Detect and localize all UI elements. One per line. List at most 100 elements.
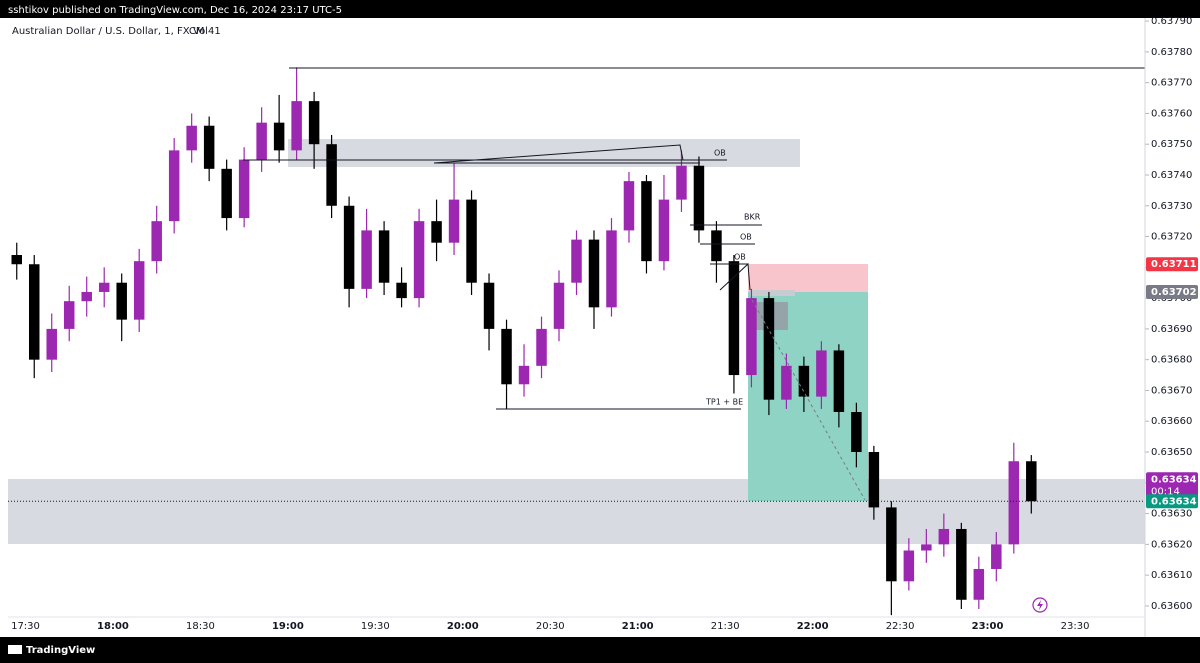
candle-body bbox=[851, 411, 862, 453]
y-tick-label: 0.63650 bbox=[1151, 447, 1192, 458]
candle-body bbox=[238, 159, 250, 219]
x-tick-label: 20:30 bbox=[536, 621, 565, 632]
x-tick-label: 22:00 bbox=[797, 621, 829, 632]
annotation: TP1 + BE bbox=[705, 398, 743, 407]
candle-body bbox=[98, 282, 110, 292]
annotation: OB bbox=[740, 233, 752, 242]
y-tick-label: 0.63690 bbox=[1151, 324, 1192, 335]
stop-zone bbox=[748, 264, 868, 292]
x-tick-label: 19:00 bbox=[272, 621, 304, 632]
candle-body bbox=[956, 528, 967, 600]
candle-body bbox=[641, 181, 652, 262]
x-tick-label: 22:30 bbox=[886, 621, 915, 632]
annotation: OB bbox=[714, 149, 726, 158]
y-tick-label: 0.63730 bbox=[1151, 201, 1192, 212]
candle-body bbox=[116, 282, 127, 320]
candle-body bbox=[658, 199, 670, 262]
x-tick-label: 18:00 bbox=[97, 621, 129, 632]
candle-body bbox=[28, 264, 40, 360]
price-label: 0.63634 bbox=[1151, 474, 1197, 485]
candle-body bbox=[746, 298, 757, 376]
x-tick-label: 19:30 bbox=[361, 621, 390, 632]
x-tick-label: 17:30 bbox=[11, 621, 40, 632]
candle-body bbox=[63, 301, 75, 329]
entry-zone bbox=[750, 290, 795, 296]
candle-body bbox=[606, 230, 617, 308]
candle-body bbox=[816, 350, 827, 397]
candle-body bbox=[886, 507, 897, 582]
demand-zone bbox=[8, 479, 1145, 544]
x-tick-label: 23:30 bbox=[1061, 621, 1090, 632]
annotation: BKR bbox=[744, 213, 761, 222]
alert-bolt bbox=[1037, 600, 1043, 610]
candle-body bbox=[273, 122, 285, 151]
y-tick-label: 0.63620 bbox=[1151, 539, 1192, 550]
price-label-box bbox=[1146, 257, 1198, 272]
price-label: 0.63634 bbox=[1151, 496, 1197, 507]
wedge bbox=[433, 144, 684, 164]
footer-bar bbox=[0, 637, 1200, 663]
candle-body bbox=[483, 282, 495, 329]
candle-body bbox=[938, 528, 950, 545]
candle-body bbox=[1026, 461, 1037, 502]
candle-body bbox=[378, 230, 390, 283]
candle-body bbox=[623, 181, 635, 231]
candle-body bbox=[571, 239, 582, 283]
price-label-box bbox=[1146, 284, 1198, 299]
y-tick-label: 0.63660 bbox=[1151, 416, 1192, 427]
candle-body bbox=[291, 101, 302, 151]
price-label: 0.63711 bbox=[1151, 259, 1197, 270]
y-tick-label: 0.63760 bbox=[1151, 108, 1192, 119]
candle-body bbox=[728, 261, 740, 376]
candle-body bbox=[903, 550, 915, 582]
x-tick-label: 20:00 bbox=[447, 621, 479, 632]
candle-body bbox=[151, 221, 162, 262]
candle-body bbox=[308, 101, 320, 145]
candle-body bbox=[256, 122, 267, 160]
x-tick-label: 21:00 bbox=[622, 621, 654, 632]
y-tick-label: 0.63770 bbox=[1151, 78, 1192, 89]
candle-body bbox=[798, 365, 810, 397]
candle-body bbox=[81, 291, 92, 302]
brand: TradingView bbox=[26, 645, 95, 656]
candle-body bbox=[203, 125, 215, 169]
drawings-front bbox=[243, 67, 1145, 501]
candle-body bbox=[501, 328, 512, 385]
y-tick-label: 0.63720 bbox=[1151, 232, 1192, 243]
candle-body bbox=[518, 365, 530, 385]
candle-body bbox=[536, 328, 547, 366]
ob-zone bbox=[288, 139, 800, 167]
x-tick-label: 18:30 bbox=[186, 621, 215, 632]
y-tick-label: 0.63600 bbox=[1151, 601, 1192, 612]
candle-body bbox=[833, 350, 845, 412]
y-tick-label: 0.63740 bbox=[1151, 170, 1192, 181]
candle-body bbox=[588, 239, 600, 308]
y-tick-label: 0.63680 bbox=[1151, 355, 1192, 366]
candle-body bbox=[448, 199, 460, 243]
x-tick-label: 23:00 bbox=[972, 621, 1004, 632]
indicator: Vol41 bbox=[193, 26, 221, 37]
candle-body bbox=[693, 165, 705, 231]
path-line bbox=[751, 299, 866, 501]
candle-body bbox=[868, 452, 880, 508]
y-tick-label: 0.63780 bbox=[1151, 47, 1192, 58]
candle-body bbox=[46, 328, 57, 360]
wedge bbox=[719, 262, 751, 291]
chart-title: Australian Dollar / U.S. Dollar, 1, FXCM bbox=[12, 26, 204, 37]
alert-icon[interactable] bbox=[1032, 597, 1048, 613]
candle-body bbox=[413, 221, 425, 299]
candle-body bbox=[711, 230, 722, 262]
candle-body bbox=[1008, 461, 1020, 545]
price-label-box bbox=[1146, 472, 1198, 499]
candle-body bbox=[466, 199, 477, 283]
candle-body bbox=[991, 544, 1002, 569]
candle-body bbox=[11, 255, 22, 265]
y-tick-label: 0.63610 bbox=[1151, 570, 1192, 581]
y-tick-label: 0.63750 bbox=[1151, 139, 1192, 150]
y-tick-label: 0.63630 bbox=[1151, 509, 1192, 520]
candle-body bbox=[361, 230, 372, 289]
candle-body bbox=[221, 168, 232, 219]
publisher: sshtikov published on TradingView.com, D… bbox=[8, 5, 342, 16]
candle-body bbox=[168, 150, 180, 222]
